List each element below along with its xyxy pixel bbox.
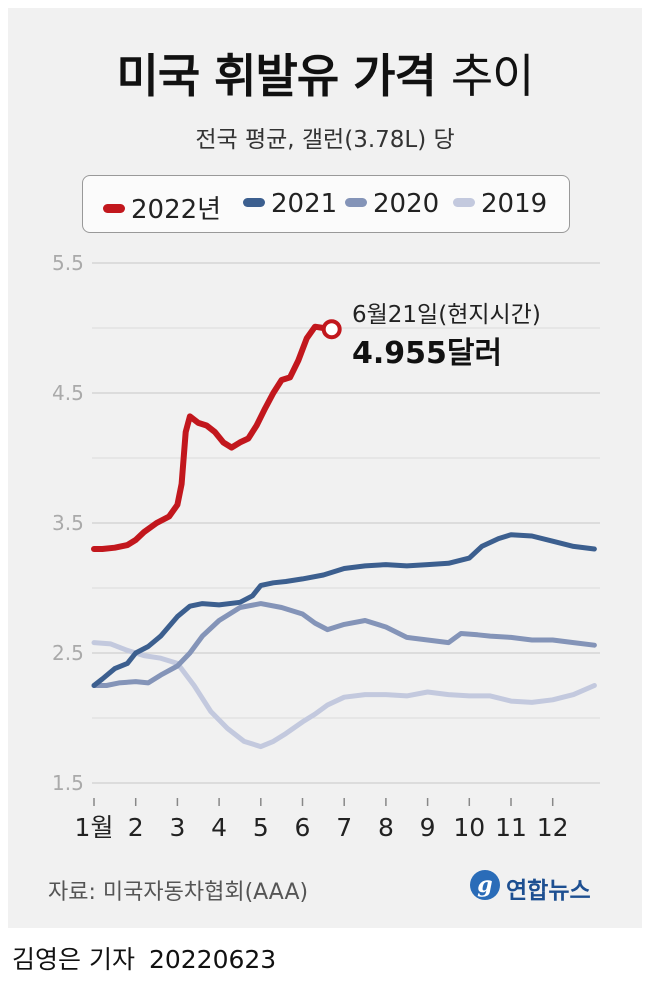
y-tick-label: 3.5 [52,511,84,535]
publish-date: 20220623 [148,945,277,974]
x-tick-label: 2 [128,813,144,842]
grid [92,262,600,784]
legend-swatch-2022 [103,204,125,213]
x-tick-label: 12 [537,813,569,842]
legend: 2022년 2021 2020 2019 [82,175,570,233]
x-tick-label: 5 [253,813,269,842]
x-tick-label: 3 [169,813,185,842]
annotation-number: 4.955 [352,336,447,371]
source-note: 자료: 미국자동차협회(AAA) [48,880,309,905]
end-marker-circle [321,319,342,340]
reporter-name: 김영은 기자 [12,945,135,974]
series-line-2019 [91,640,597,750]
logo-icon: g [470,870,500,900]
legend-item-2020: 2020 [345,189,439,219]
legend-item-2021: 2021 [243,189,337,219]
annotation-value: 4.955달러 [352,336,502,371]
annotation-date: 6월21일(현지시간) [352,302,541,328]
x-tick-label: 7 [336,813,352,842]
legend-swatch-2021 [243,198,265,207]
series-line-2022년 [91,323,335,552]
end-marker [321,319,342,340]
x-tick-label: 1월 [75,813,114,842]
legend-swatch-2020 [345,198,367,207]
series-line-2020 [91,601,597,688]
legend-label-2021: 2021 [271,189,338,219]
legend-label-2019: 2019 [481,189,548,219]
legend-swatch-2019 [453,198,475,207]
title-suffix: 추이 [450,49,535,103]
chart-panel [8,8,642,928]
title-main: 미국 휘발유 가격 [116,49,437,103]
x-tick-label: 6 [295,813,311,842]
x-tick-label: 10 [453,813,485,842]
series-line-2021 [91,532,597,688]
y-tick-label: 1.5 [52,771,84,795]
x-tick-label: 8 [378,813,394,842]
legend-label-2020: 2020 [373,189,440,219]
legend-item-2019: 2019 [453,189,547,219]
chart-title: 미국 휘발유 가격 추이 [0,40,650,106]
x-tick-label: 11 [495,813,527,842]
legend-item-2022: 2022년 [103,189,221,226]
x-tick-label: 9 [420,813,436,842]
annotation-unit: 달러 [447,336,502,371]
logo-text: 연합뉴스 [506,878,591,904]
byline: 김영은 기자 20220623 [12,940,276,976]
y-tick-label: 4.5 [52,381,84,405]
y-axis: 5.5 4.5 3.5 2.5 1.5 [52,251,84,795]
legend-label-2022: 2022년 [131,195,222,225]
x-tick-label: 4 [211,813,227,842]
chart-subtitle: 전국 평균, 갤런(3.78L) 당 [195,127,455,153]
series-lines [91,323,597,750]
x-axis: 1월 2 3 4 5 6 7 8 9 10 11 12 [75,798,569,842]
y-tick-label: 5.5 [52,251,84,275]
y-tick-label: 2.5 [52,641,84,665]
